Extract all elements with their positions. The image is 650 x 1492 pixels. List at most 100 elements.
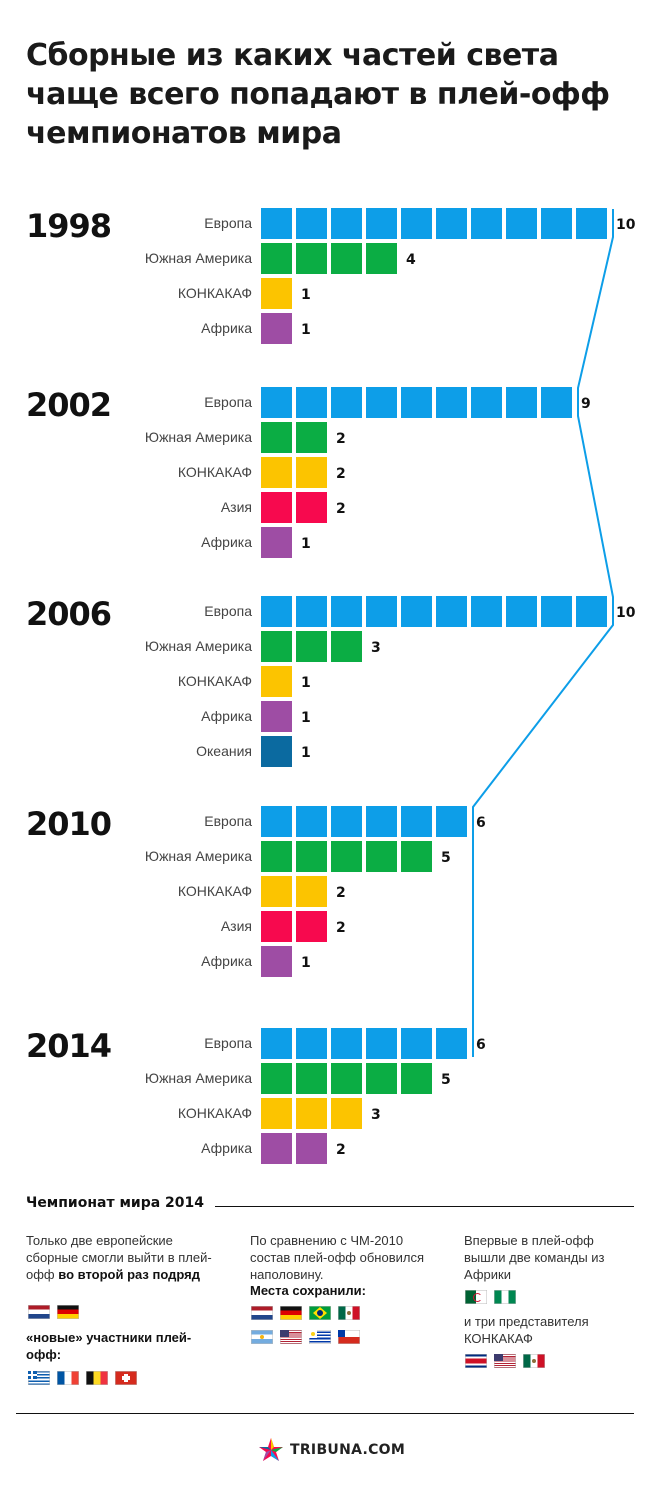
- bar-square-europe-2010: [366, 806, 397, 837]
- value-label-concacaf-2006: 1: [301, 675, 311, 691]
- footer-col-2-flags1: [251, 1306, 360, 1320]
- bar-square-europe-1998: [366, 208, 397, 239]
- usa-flag: [280, 1330, 302, 1344]
- region-label-concacaf-2014: КОНКАКАФ: [178, 1105, 252, 1121]
- bar-square-europe-2006: [401, 596, 432, 627]
- value-label-oceania-2006: 1: [301, 745, 311, 761]
- region-label-south-america-2014: Южная Америка: [145, 1070, 252, 1086]
- bar-square-europe-2002: [436, 387, 467, 418]
- bar-square-europe-1998: [541, 208, 572, 239]
- bar-square-europe-2014: [436, 1028, 467, 1059]
- bar-square-south-america-2014: [401, 1063, 432, 1094]
- bar-square-europe-1998: [576, 208, 607, 239]
- brand-text: TRIBUNA.COM: [290, 1442, 406, 1458]
- argentina-flag: [251, 1330, 273, 1344]
- mexico-flag: [523, 1354, 545, 1368]
- value-label-asia-2010: 2: [336, 920, 346, 936]
- bar-square-europe-2010: [436, 806, 467, 837]
- region-label-south-america-2010: Южная Америка: [145, 848, 252, 864]
- region-label-concacaf-2002: КОНКАКАФ: [178, 464, 252, 480]
- bar-square-europe-2014: [366, 1028, 397, 1059]
- bar-square-concacaf-2014: [331, 1098, 362, 1129]
- bar-square-concacaf-1998: [261, 278, 292, 309]
- page-title: Сборные из каких частей света чаще всего…: [26, 38, 610, 151]
- bar-square-europe-2014: [261, 1028, 292, 1059]
- footer-heading: Чемпионат мира 2014: [26, 1195, 205, 1211]
- bar-square-concacaf-2002: [296, 457, 327, 488]
- bar-square-europe-2006: [331, 596, 362, 627]
- value-label-africa-2006: 1: [301, 710, 311, 726]
- footer-col-3-text2: и три представителя КОНКАКАФ: [464, 1314, 589, 1346]
- value-label-asia-2002: 2: [336, 501, 346, 517]
- region-label-europe-2014: Европа: [204, 1035, 252, 1051]
- bar-square-europe-2002: [541, 387, 572, 418]
- bar-square-europe-1998: [261, 208, 292, 239]
- value-label-europe-1998: 10: [616, 217, 636, 233]
- footer-col-1-text1-bold: во второй раз подряд: [58, 1267, 200, 1282]
- bar-square-europe-2006: [506, 596, 537, 627]
- bar-square-europe-2002: [296, 387, 327, 418]
- bar-square-south-america-2014: [261, 1063, 292, 1094]
- value-label-concacaf-2014: 3: [371, 1107, 381, 1123]
- footer-col-1-text2: «новые» участники плей-офф:: [26, 1330, 192, 1362]
- region-label-europe-1998: Европа: [204, 215, 252, 231]
- bar-square-concacaf-2014: [296, 1098, 327, 1129]
- region-label-concacaf-2006: КОНКАКАФ: [178, 673, 252, 689]
- bar-square-europe-2006: [576, 596, 607, 627]
- bar-square-europe-2014: [331, 1028, 362, 1059]
- region-label-south-america-2006: Южная Америка: [145, 638, 252, 654]
- bar-square-europe-2006: [471, 596, 502, 627]
- region-label-europe-2010: Европа: [204, 813, 252, 829]
- footer-col-1-flags2: [28, 1371, 137, 1385]
- bar-square-europe-2002: [261, 387, 292, 418]
- value-label-africa-2010: 1: [301, 955, 311, 971]
- netherlands-flag: [28, 1305, 50, 1319]
- footer-col-2-text2: Места сохранили:: [250, 1283, 366, 1298]
- region-label-europe-2006: Европа: [204, 603, 252, 619]
- year-label-2014: 2014: [26, 1027, 111, 1065]
- value-label-south-america-2014: 5: [441, 1072, 451, 1088]
- bar-square-europe-2006: [366, 596, 397, 627]
- footer-col-2-flags2: [251, 1330, 360, 1344]
- footer-col-2-text1: По сравнению с ЧМ-2010 состав плей-офф о…: [250, 1233, 424, 1282]
- region-label-south-america-1998: Южная Америка: [145, 250, 252, 266]
- france-flag: [57, 1371, 79, 1385]
- bar-square-south-america-1998: [331, 243, 362, 274]
- value-label-concacaf-2002: 2: [336, 466, 346, 482]
- bar-square-south-america-2010: [366, 841, 397, 872]
- mexico-flag: [338, 1306, 360, 1320]
- greece-flag: [28, 1371, 50, 1385]
- bar-square-concacaf-2014: [261, 1098, 292, 1129]
- bar-square-europe-1998: [401, 208, 432, 239]
- year-label-1998: 1998: [26, 207, 111, 245]
- footer-divider: [215, 1206, 634, 1207]
- bar-square-south-america-1998: [261, 243, 292, 274]
- bar-square-europe-2014: [296, 1028, 327, 1059]
- brand-logo[interactable]: TRIBUNA.COM: [258, 1437, 405, 1463]
- bar-square-south-america-2014: [296, 1063, 327, 1094]
- bar-square-oceania-2006: [261, 736, 292, 767]
- bar-square-africa-2010: [261, 946, 292, 977]
- region-label-concacaf-1998: КОНКАКАФ: [178, 285, 252, 301]
- bar-square-south-america-2006: [331, 631, 362, 662]
- bar-square-concacaf-2006: [261, 666, 292, 697]
- bar-square-south-america-2010: [296, 841, 327, 872]
- footer-col-3-text1: Впервые в плей-офф вышли две команды из …: [464, 1233, 605, 1282]
- value-label-africa-2014: 2: [336, 1142, 346, 1158]
- region-label-europe-2002: Европа: [204, 394, 252, 410]
- region-label-africa-1998: Африка: [201, 320, 252, 336]
- footer-col-1-text1-plain: Только две европейские сборные смогли вы…: [26, 1233, 212, 1282]
- bar-square-europe-2010: [296, 806, 327, 837]
- value-label-south-america-2010: 5: [441, 850, 451, 866]
- value-label-europe-2006: 10: [616, 605, 636, 621]
- region-label-africa-2006: Африка: [201, 708, 252, 724]
- brazil-flag: [309, 1306, 331, 1320]
- bar-square-europe-2002: [506, 387, 537, 418]
- value-label-south-america-2006: 3: [371, 640, 381, 656]
- region-label-asia-2002: Азия: [221, 499, 252, 515]
- bar-square-europe-2010: [331, 806, 362, 837]
- star-logo-icon: [259, 1438, 283, 1461]
- bar-square-asia-2010: [261, 911, 292, 942]
- year-label-2010: 2010: [26, 805, 111, 843]
- bar-square-africa-1998: [261, 313, 292, 344]
